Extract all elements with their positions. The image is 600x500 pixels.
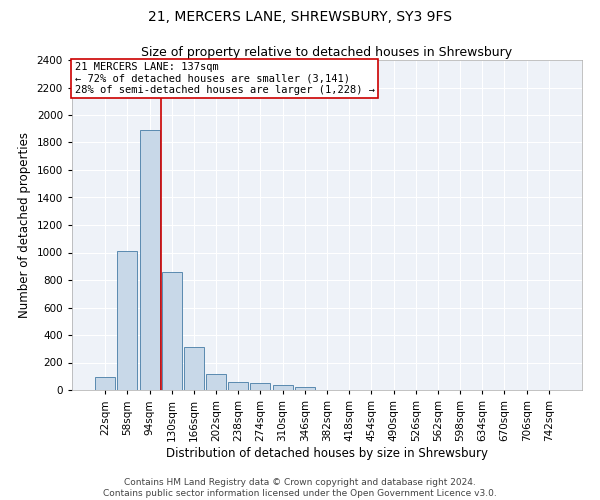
- Bar: [228, 382, 248, 390]
- Text: 21, MERCERS LANE, SHREWSBURY, SY3 9FS: 21, MERCERS LANE, SHREWSBURY, SY3 9FS: [148, 10, 452, 24]
- Text: Contains HM Land Registry data © Crown copyright and database right 2024.
Contai: Contains HM Land Registry data © Crown c…: [103, 478, 497, 498]
- Bar: [250, 383, 271, 390]
- Text: 21 MERCERS LANE: 137sqm
← 72% of detached houses are smaller (3,141)
28% of semi: 21 MERCERS LANE: 137sqm ← 72% of detache…: [74, 62, 374, 95]
- Bar: [272, 385, 293, 390]
- Bar: [162, 272, 182, 390]
- Y-axis label: Number of detached properties: Number of detached properties: [18, 132, 31, 318]
- Bar: [295, 387, 315, 390]
- Bar: [95, 377, 115, 390]
- Title: Size of property relative to detached houses in Shrewsbury: Size of property relative to detached ho…: [142, 46, 512, 59]
- X-axis label: Distribution of detached houses by size in Shrewsbury: Distribution of detached houses by size …: [166, 446, 488, 460]
- Bar: [206, 374, 226, 390]
- Bar: [184, 346, 204, 390]
- Bar: [140, 130, 160, 390]
- Bar: [118, 251, 137, 390]
